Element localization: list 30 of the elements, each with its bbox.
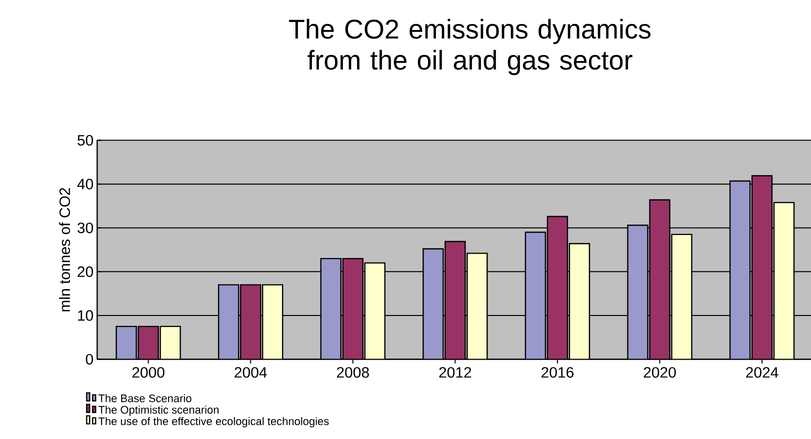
bar xyxy=(751,175,773,360)
y-tick-label: 20 xyxy=(78,266,94,277)
x-tick-label: 2012 xyxy=(439,367,472,378)
bar xyxy=(525,232,546,360)
legend-label: The use of the effective ecological technologies xyxy=(98,417,329,428)
x-tick-label: 2024 xyxy=(746,367,778,378)
y-tick-label: 30 xyxy=(78,222,94,234)
bar xyxy=(445,241,466,360)
bar xyxy=(342,258,363,360)
y-tick-label: 0 xyxy=(86,354,94,365)
x-tick-label: 2000 xyxy=(132,367,164,378)
bar xyxy=(320,258,341,360)
y-tick-label: 10 xyxy=(78,310,94,321)
bar xyxy=(547,216,568,360)
x-tick-label: 2020 xyxy=(644,367,676,378)
chart-title: The CO2 emissions dynamics from the oil and gas sector xyxy=(289,18,651,76)
bar xyxy=(240,284,261,360)
bar xyxy=(628,225,648,360)
y-tick-label: 50 xyxy=(78,134,94,146)
legend-label: The Optimistic scenarion xyxy=(98,406,219,416)
bar xyxy=(218,284,239,360)
x-tick-label: 2016 xyxy=(542,367,574,378)
x-tick-label: 2008 xyxy=(336,367,369,378)
bar xyxy=(650,200,670,360)
bar xyxy=(423,248,444,360)
y-tick-label: 40 xyxy=(77,178,94,190)
legend-label: The Base Scenario xyxy=(98,394,192,402)
bar xyxy=(729,180,751,360)
y-axis-title: mln tonnes of CO2 xyxy=(59,188,70,312)
x-tick-label: 2004 xyxy=(234,367,267,378)
